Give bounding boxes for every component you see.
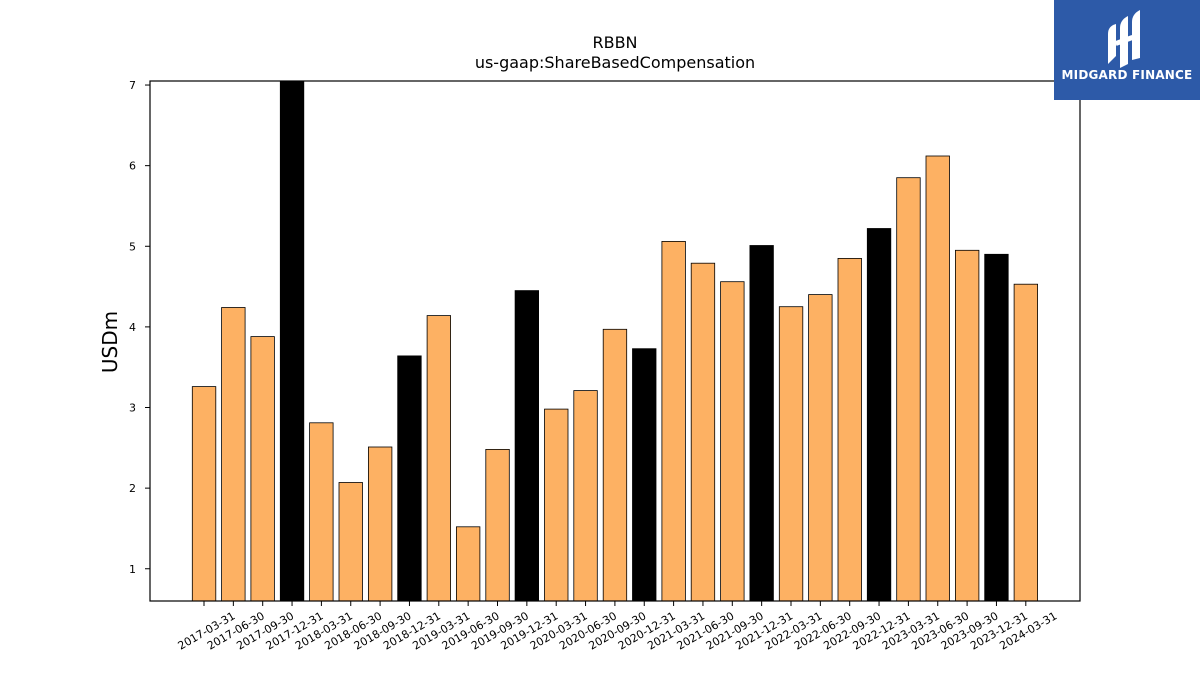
chart-title: RBBN [592,33,637,52]
bar-2024-03-31 [1013,283,1038,602]
bar-2021-03-31 [661,240,686,602]
x-axis-ticks: 2017-03-312017-06-302017-09-302017-12-31… [176,601,1059,653]
y-axis-ticks: 1 2 3 4 5 6 7 [129,79,150,576]
bar-2019-03-31 [426,315,452,602]
logo-mark-icon [1108,10,1140,68]
bar-2021-09-30 [720,281,745,602]
y-axis-label: USDm [98,311,122,373]
midgard-finance-logo: MIDGARD FINANCE [1054,0,1200,100]
bar-2020-06-30 [573,390,598,602]
plot-frame [149,80,1081,602]
bar-2020-09-30 [602,328,628,602]
bar-2018-12-31 [397,355,422,602]
bar-2023-09-30 [955,249,980,602]
bar-2019-12-31 [514,290,539,602]
y-tick-label: 4 [129,321,136,334]
y-tick-label: 3 [129,402,136,415]
bar-2018-09-30 [367,446,393,602]
bar-2017-06-30 [221,307,246,602]
bar-2019-06-30 [455,526,481,602]
bar-2023-03-31 [896,177,921,602]
y-tick-label: 6 [129,160,136,173]
bar-2017-12-31 [279,80,305,602]
y-tick-label: 5 [129,240,136,253]
bar-2021-06-30 [690,262,716,602]
bar-2023-12-31 [984,253,1009,602]
bar-2022-03-31 [778,306,804,602]
bar-2018-03-31 [309,422,334,602]
bar-2017-03-31 [191,386,217,602]
bar-2018-06-30 [338,482,363,602]
y-tick-label: 2 [129,482,136,495]
bar-2022-09-30 [837,257,862,602]
bar-2020-03-31 [544,408,569,602]
chart-subtitle: us-gaap:ShareBasedCompensation [475,53,755,72]
bar-2022-06-30 [808,294,833,602]
bar-2019-09-30 [485,448,510,602]
bar-2023-06-30 [925,155,950,602]
bar-2021-12-31 [749,245,774,602]
bar-2020-12-31 [632,348,657,602]
logo-text: MIDGARD FINANCE [1061,68,1193,82]
bars-group [191,80,1038,602]
y-tick-label: 7 [129,79,136,92]
bar-2022-12-31 [866,228,892,602]
y-tick-label: 1 [129,563,136,576]
bar-2017-09-30 [250,336,275,602]
